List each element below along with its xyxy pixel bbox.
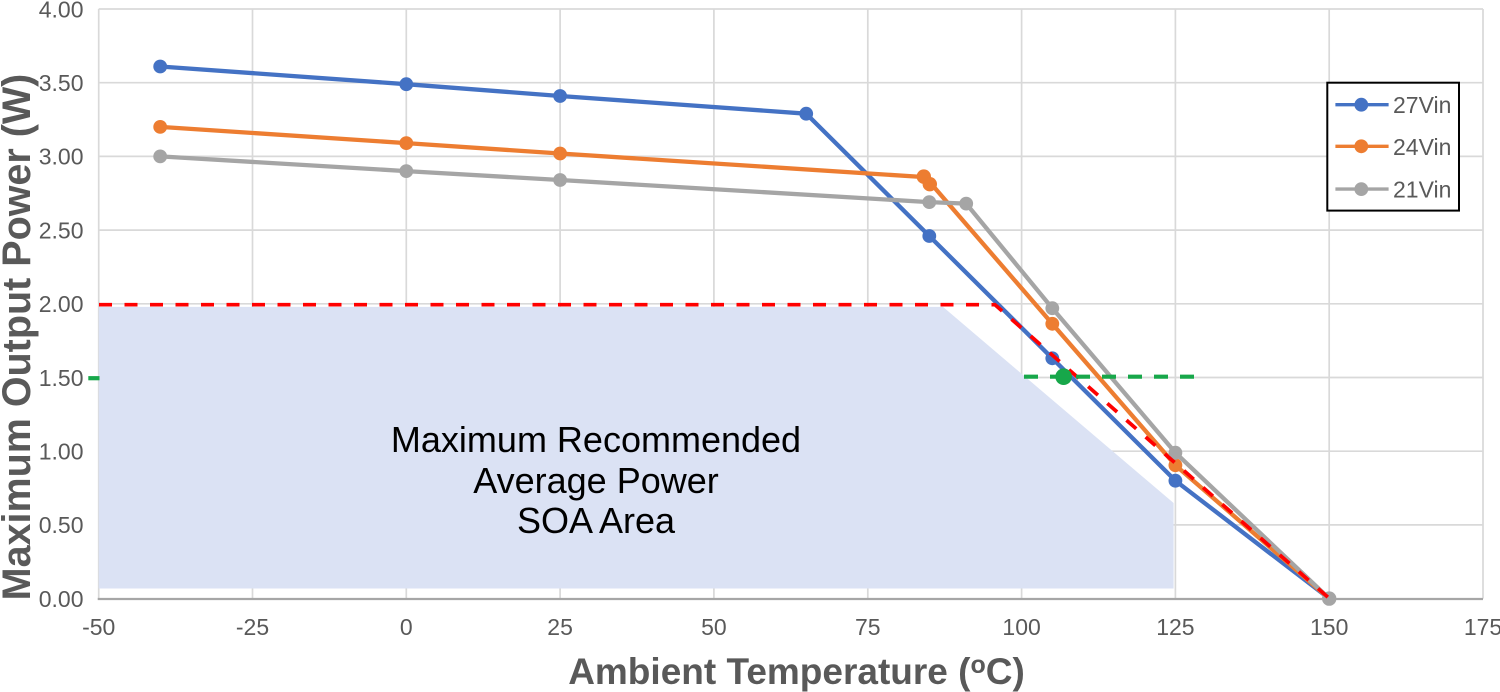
svg-text:1.50: 1.50 (39, 365, 84, 391)
svg-text:100: 100 (1002, 614, 1040, 640)
svg-text:0.50: 0.50 (39, 512, 84, 538)
svg-text:Maximum Recommended: Maximum Recommended (391, 419, 801, 460)
svg-text:2.50: 2.50 (39, 217, 84, 243)
svg-text:27Vin: 27Vin (1393, 92, 1451, 118)
svg-text:21Vin: 21Vin (1393, 177, 1451, 203)
svg-text:0: 0 (400, 614, 413, 640)
svg-text:25: 25 (547, 614, 573, 640)
svg-text:150: 150 (1310, 614, 1348, 640)
svg-text:2.00: 2.00 (39, 291, 84, 317)
svg-text:-50: -50 (82, 614, 115, 640)
svg-text:Ambient Temperature (oC): Ambient Temperature (oC) (568, 651, 1025, 692)
svg-text:3.50: 3.50 (39, 70, 84, 96)
svg-text:125: 125 (1156, 614, 1194, 640)
svg-text:-25: -25 (236, 614, 269, 640)
svg-text:50: 50 (701, 614, 727, 640)
svg-text:1.00: 1.00 (39, 439, 84, 465)
svg-text:0.00: 0.00 (39, 586, 84, 612)
svg-text:Maximum Output Power (W): Maximum Output Power (W) (0, 74, 39, 601)
svg-text:175: 175 (1464, 614, 1500, 640)
svg-text:24Vin: 24Vin (1393, 134, 1451, 160)
svg-text:Average Power: Average Power (473, 460, 718, 501)
svg-text:4.00: 4.00 (39, 0, 84, 22)
svg-text:3.00: 3.00 (39, 144, 84, 170)
svg-text:75: 75 (855, 614, 881, 640)
svg-text:SOA Area: SOA Area (517, 500, 676, 541)
